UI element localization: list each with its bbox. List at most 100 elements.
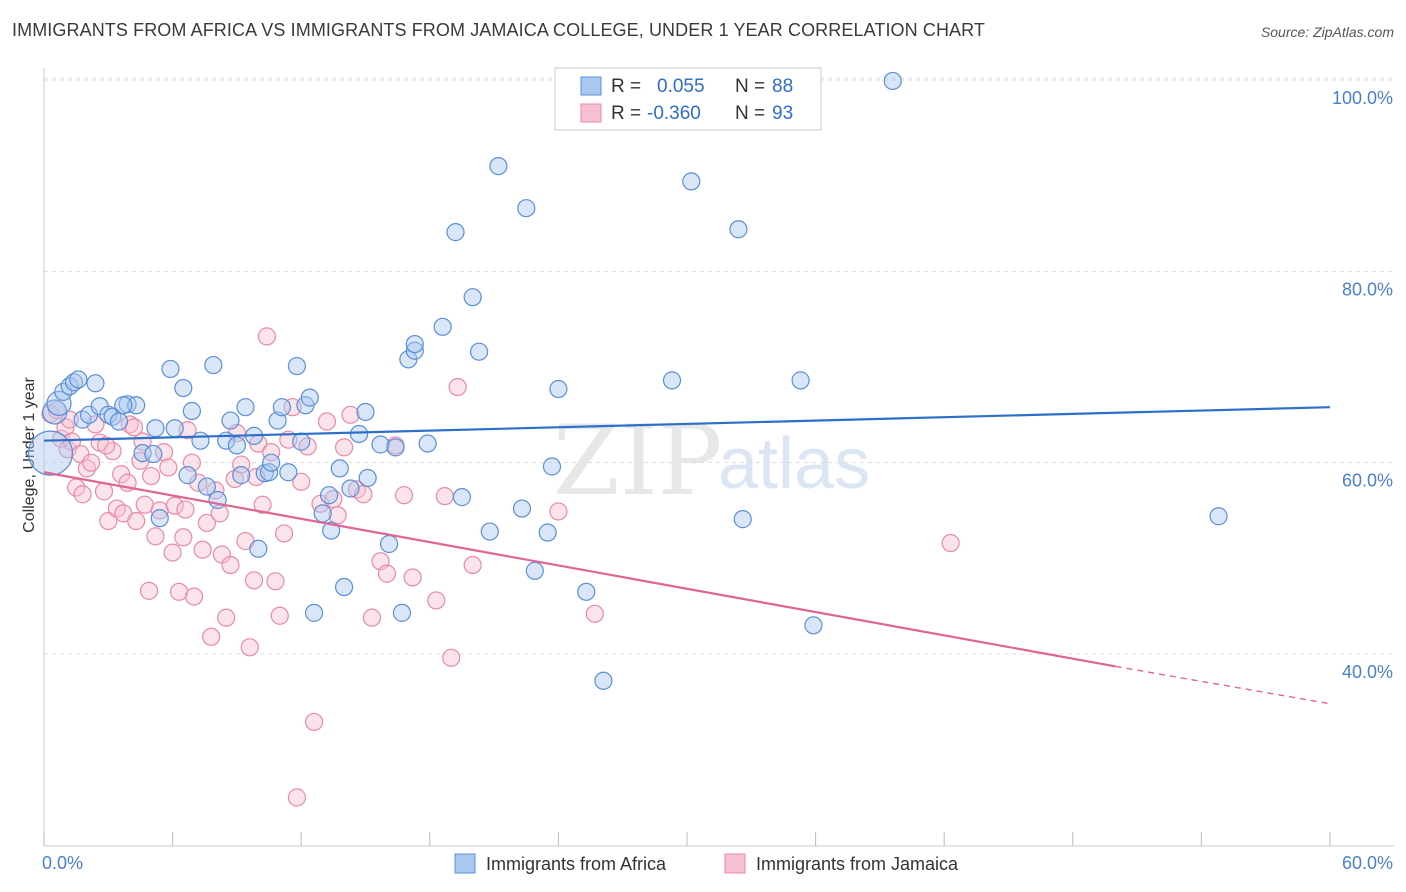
africa-point bbox=[300, 388, 319, 407]
jamaica-point bbox=[317, 412, 337, 431]
africa-point bbox=[405, 334, 424, 354]
africa-point bbox=[489, 157, 508, 176]
legend-n-value-jamaica: 93 bbox=[772, 103, 793, 124]
x-tick-label-left: 0.0% bbox=[42, 853, 83, 873]
africa-point bbox=[446, 223, 465, 242]
jamaica-point bbox=[174, 528, 193, 547]
africa-point bbox=[433, 317, 452, 336]
africa-point bbox=[517, 199, 536, 218]
jamaica-point bbox=[202, 627, 221, 646]
y-axis-label: College, Under 1 year bbox=[21, 377, 38, 533]
africa-point bbox=[46, 390, 72, 416]
africa-point bbox=[174, 378, 193, 398]
africa-point bbox=[304, 603, 324, 622]
jamaica-point bbox=[274, 524, 294, 543]
africa-point bbox=[791, 371, 810, 390]
jamaica-points bbox=[41, 327, 960, 807]
africa-point bbox=[379, 534, 399, 554]
bottom-legend-label-africa: Immigrants from Africa bbox=[486, 854, 667, 874]
africa-point bbox=[733, 510, 752, 529]
jamaica-point bbox=[463, 555, 482, 575]
africa-point bbox=[161, 359, 180, 379]
jamaica-point bbox=[197, 513, 216, 533]
legend-r-label-jamaica: R = bbox=[611, 103, 641, 124]
africa-point bbox=[292, 432, 311, 451]
jamaica-point bbox=[394, 486, 414, 505]
y-tick-label: 60.0% bbox=[1342, 471, 1393, 491]
africa-point bbox=[319, 486, 339, 505]
bottom-legend-swatch-africa bbox=[454, 853, 476, 874]
jamaica-point bbox=[287, 788, 307, 807]
africa-point bbox=[109, 412, 129, 431]
stats-legend: R = 0.055 N = 88 R = -0.360 N = 93 bbox=[554, 67, 822, 131]
jamaica-point bbox=[169, 582, 189, 601]
y-tick-label: 80.0% bbox=[1342, 279, 1393, 299]
x-tick-label-right: 60.0% bbox=[1342, 853, 1393, 873]
africa-point bbox=[86, 374, 105, 393]
africa-point bbox=[69, 370, 88, 389]
africa-point bbox=[232, 466, 251, 485]
africa-point bbox=[146, 419, 165, 438]
africa-point bbox=[392, 603, 412, 622]
africa-point bbox=[287, 356, 307, 376]
jamaica-point bbox=[262, 443, 281, 462]
y-tick-label: 100.0% bbox=[1332, 88, 1393, 108]
africa-point bbox=[386, 438, 405, 457]
jamaica-point bbox=[159, 458, 178, 477]
africa-point bbox=[227, 436, 246, 455]
africa-point bbox=[512, 499, 532, 518]
legend-r-value-africa: 0.055 bbox=[657, 76, 705, 97]
jamaica-point bbox=[139, 581, 159, 600]
legend-n-value-africa: 88 bbox=[772, 76, 793, 97]
africa-point bbox=[542, 457, 562, 476]
jamaica-point bbox=[304, 712, 324, 732]
legend-n-label-africa: N = bbox=[735, 76, 765, 97]
legend-swatch-jamaica bbox=[580, 103, 602, 123]
y-tick-labels: 100.0% 80.0% 60.0% 40.0% bbox=[1332, 88, 1393, 682]
series-legend: Immigrants from Africa Immigrants from J… bbox=[454, 853, 959, 874]
jamaica-point bbox=[163, 543, 182, 562]
africa-point bbox=[577, 582, 596, 601]
jamaica-point bbox=[292, 472, 311, 491]
jamaica-point bbox=[221, 555, 240, 575]
africa-point bbox=[313, 504, 332, 523]
jamaica-point bbox=[377, 564, 397, 583]
jamaica-point bbox=[94, 482, 114, 501]
africa-point bbox=[197, 477, 216, 496]
y-tick-label: 40.0% bbox=[1342, 662, 1393, 682]
jamaica-point bbox=[941, 533, 960, 553]
africa-point bbox=[405, 341, 424, 360]
jamaica-point bbox=[448, 377, 467, 397]
africa-point bbox=[334, 577, 354, 597]
jamaica-trend-line bbox=[43, 471, 1116, 668]
bottom-legend-swatch-jamaica bbox=[724, 853, 746, 874]
jamaica-point bbox=[99, 511, 118, 531]
jamaica-point bbox=[232, 455, 251, 474]
jamaica-point bbox=[184, 587, 204, 606]
africa-point bbox=[144, 444, 163, 464]
jamaica-point bbox=[403, 568, 422, 587]
africa-point bbox=[272, 398, 292, 417]
africa-point bbox=[178, 466, 197, 485]
jamaica-point bbox=[82, 453, 101, 472]
africa-point bbox=[322, 521, 341, 540]
africa-point bbox=[729, 220, 748, 239]
jamaica-point bbox=[442, 648, 461, 667]
africa-point bbox=[127, 396, 146, 415]
africa-point bbox=[165, 419, 184, 438]
africa-point bbox=[682, 172, 701, 191]
jamaica-point bbox=[253, 495, 272, 514]
trend-lines bbox=[43, 406, 1331, 705]
africa-point bbox=[480, 522, 499, 541]
africa-trend-line bbox=[43, 406, 1331, 442]
legend-r-value-jamaica: -0.360 bbox=[647, 103, 701, 124]
jamaica-point bbox=[362, 608, 382, 627]
africa-point bbox=[221, 411, 240, 430]
jamaica-point bbox=[60, 410, 79, 429]
jamaica-point bbox=[334, 438, 354, 457]
jamaica-point bbox=[427, 591, 446, 610]
africa-points bbox=[27, 71, 1228, 690]
africa-point bbox=[662, 371, 682, 390]
jamaica-point bbox=[217, 608, 236, 627]
